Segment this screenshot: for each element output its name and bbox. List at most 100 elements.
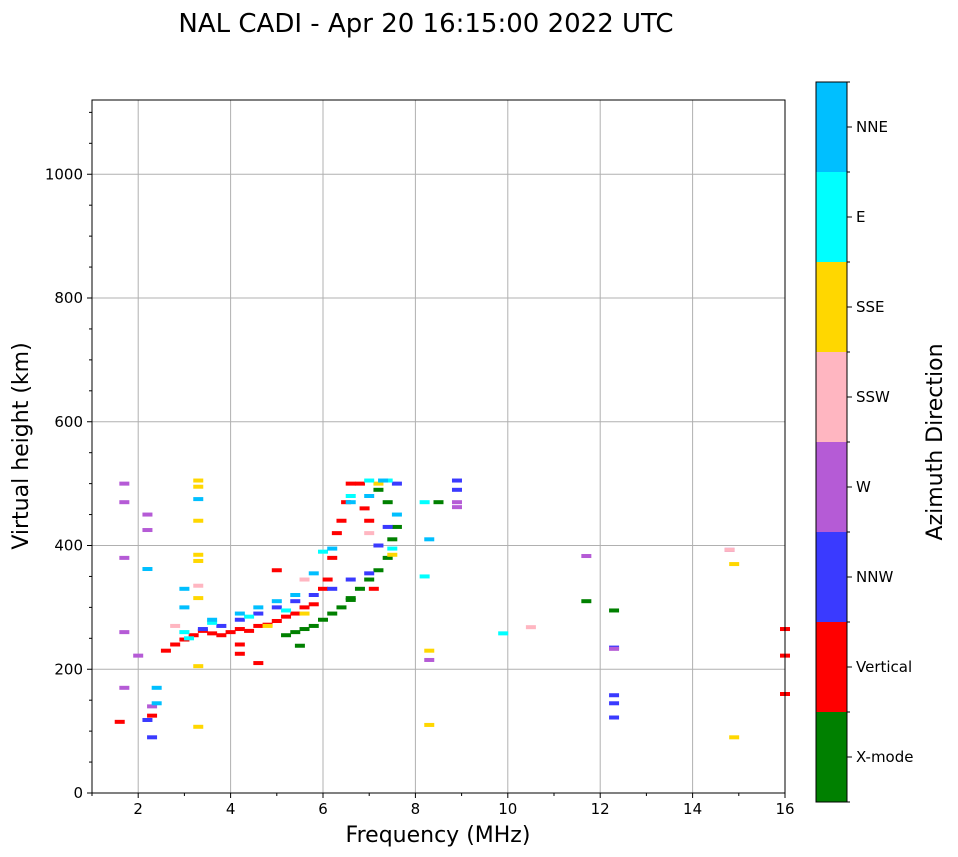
data-point-x-mode [299, 627, 310, 632]
data-point-nne [345, 500, 356, 505]
x-tick-label: 14 [683, 800, 702, 818]
data-point-sse [729, 562, 740, 567]
data-point-vertical [147, 713, 158, 718]
y-tick-label: 800 [54, 289, 83, 307]
colorbar-segment [816, 172, 847, 262]
data-point-w [119, 555, 130, 560]
data-point-nne [179, 586, 190, 591]
x-tick-label: 4 [226, 800, 236, 818]
data-point-nnw [373, 543, 384, 548]
x-tick-label: 2 [133, 800, 143, 818]
colorbar-tick-label: W [856, 478, 871, 496]
data-point-sse [193, 596, 204, 601]
colorbar-frame [815, 81, 848, 803]
colorbar: X-mode Vertical NNW W SSW SSE E NNE [815, 81, 913, 803]
data-point-vertical [359, 506, 370, 511]
data-point-sse [262, 623, 273, 628]
data-point-vertical [253, 623, 264, 628]
data-point-w [119, 481, 130, 486]
data-point-w [133, 653, 144, 658]
data-point-nne [179, 605, 190, 610]
x-tick-label: 8 [411, 800, 421, 818]
data-point-vertical [271, 618, 282, 623]
data-point-x-mode [387, 537, 398, 542]
data-point-sse [193, 484, 204, 489]
data-point-e [179, 630, 190, 635]
colorbar-segment [816, 532, 847, 622]
colorbar-tick-label: Vertical [856, 658, 912, 676]
data-point-nne [364, 494, 375, 498]
data-point-nnw [197, 627, 208, 632]
colorbar-segment [816, 622, 847, 712]
data-point-ssw [525, 625, 536, 630]
data-point-nne [271, 599, 282, 604]
data-point-w [451, 500, 462, 505]
x-tick-label: 6 [318, 800, 328, 818]
data-point-sse [373, 481, 384, 486]
x-tick-label: 16 [775, 800, 794, 818]
data-point-nne [391, 512, 402, 517]
data-point-x-mode [354, 586, 365, 591]
data-point-e [387, 546, 398, 551]
data-point-sse [193, 552, 204, 557]
data-point-sse [193, 724, 204, 729]
data-point-vertical [364, 518, 375, 523]
data-point-nnw [216, 623, 227, 628]
data-point-w [451, 505, 462, 510]
data-point-e [419, 574, 430, 579]
colorbar-segment [816, 352, 847, 442]
y-tick-label: 400 [54, 537, 83, 555]
data-point-e [207, 620, 218, 625]
data-point-nne [207, 617, 218, 622]
x-axis-label: Frequency (MHz) [346, 823, 531, 848]
y-axis-label: Virtual height (km) [9, 342, 34, 549]
data-point-sse [193, 664, 204, 669]
data-point-sse [424, 648, 435, 653]
data-point-e [419, 500, 430, 505]
data-point-vertical [114, 719, 125, 724]
data-point-nnw [382, 524, 393, 529]
data-point-x-mode [373, 487, 384, 492]
data-point-vertical [244, 628, 255, 633]
data-point-w [581, 554, 592, 559]
data-point-x-mode [290, 630, 301, 635]
data-point-nnw [391, 481, 402, 486]
x-tick-label: 12 [591, 800, 610, 818]
data-point-nnw [142, 717, 153, 722]
data-point-x-mode [373, 568, 384, 573]
data-point-x-mode [364, 577, 375, 582]
data-point-nne [151, 701, 162, 706]
data-point-vertical [368, 586, 379, 591]
data-point-nnw [609, 693, 620, 698]
colorbar-tick-label: NNE [856, 118, 888, 136]
data-point-x-mode [433, 500, 444, 505]
data-point-ssw [193, 583, 204, 588]
data-point-nnw [147, 735, 158, 740]
data-point-sse [729, 735, 740, 740]
data-point-sse [299, 611, 310, 616]
data-point-e [184, 636, 195, 641]
data-point-x-mode [345, 597, 356, 602]
data-point-vertical [234, 651, 245, 656]
data-point-nnw [271, 605, 282, 610]
colorbar-tick-label: X-mode [856, 748, 913, 766]
data-point-ssw [170, 623, 181, 628]
data-point-nne [327, 546, 338, 551]
data-point-vertical [207, 631, 218, 636]
colorbar-tick-label: E [856, 208, 865, 226]
data-point-e [318, 549, 328, 554]
data-point-nne [308, 571, 319, 576]
data-point-nne [253, 605, 264, 610]
data-point-vertical [216, 633, 227, 638]
data-point-nne [151, 685, 162, 690]
data-point-vertical [354, 481, 365, 486]
data-point-w [147, 704, 158, 709]
data-point-sse [193, 558, 204, 563]
data-point-nnw [345, 577, 356, 582]
data-point-vertical [322, 577, 333, 582]
data-point-nne [424, 537, 435, 542]
data-point-x-mode [382, 500, 393, 505]
data-point-x-mode [609, 608, 620, 613]
data-point-vertical [299, 605, 310, 610]
